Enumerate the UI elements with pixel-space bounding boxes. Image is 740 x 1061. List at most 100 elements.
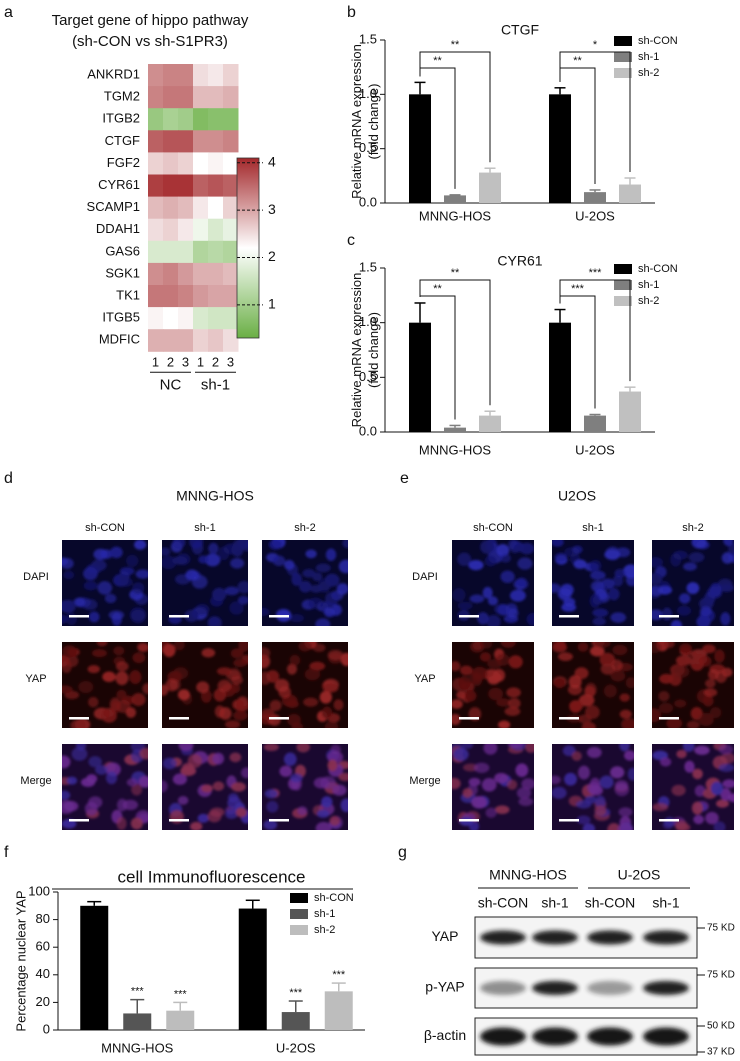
cell <box>327 649 344 661</box>
significance-label: *** <box>589 267 603 279</box>
cell <box>91 559 107 572</box>
cell <box>305 549 317 559</box>
heatmap-cell <box>193 329 209 352</box>
bar <box>324 991 353 1030</box>
blot-row-label: β-actin <box>424 1027 466 1043</box>
bar <box>444 427 466 432</box>
heatmap-cell <box>148 285 164 308</box>
cell <box>96 642 108 647</box>
cell <box>594 642 611 648</box>
column-label: sh-1 <box>582 522 603 534</box>
cell <box>460 665 473 676</box>
cell <box>521 778 534 790</box>
cell <box>686 720 700 728</box>
column-label: sh-2 <box>682 522 703 534</box>
cell <box>563 597 576 607</box>
cell <box>88 611 100 623</box>
cell <box>212 781 225 791</box>
cell <box>263 819 278 830</box>
heatmap-cell <box>223 86 239 109</box>
y-tick-label: 1.0 <box>359 86 377 101</box>
cell <box>218 546 230 561</box>
x-tick-label: MNNG-HOS <box>101 1040 174 1055</box>
y-axis-label: Percentage nuclear YAP <box>13 890 28 1031</box>
x-tick-label: MNNG-HOS <box>419 208 492 223</box>
cells <box>263 744 348 830</box>
x-tick-label: U-2OS <box>575 442 615 457</box>
colorbar-tick-label: 4 <box>268 153 276 169</box>
cell <box>62 755 71 769</box>
cell <box>232 699 244 710</box>
cell <box>589 593 601 608</box>
cell <box>589 645 605 657</box>
cells <box>652 642 733 728</box>
cell <box>554 677 566 689</box>
cell <box>297 806 308 816</box>
cell <box>137 642 148 652</box>
cell <box>507 744 524 749</box>
cell <box>135 569 148 579</box>
cell <box>177 796 189 805</box>
significance-label: *** <box>571 283 585 295</box>
cell <box>115 671 129 686</box>
cell <box>590 580 605 592</box>
heatmap-cell <box>178 307 194 330</box>
row-label: TGM2 <box>104 89 140 104</box>
scale-bar <box>269 819 289 822</box>
cell <box>481 777 497 792</box>
y-tick-label: 0.0 <box>359 423 377 438</box>
cell <box>290 773 303 783</box>
y-tick-label: 40 <box>36 966 50 981</box>
cell <box>582 823 596 830</box>
cell <box>617 822 633 830</box>
cell <box>201 648 216 658</box>
legend-label: sh-CON <box>314 892 354 904</box>
legend-label: sh-2 <box>314 924 335 936</box>
heatmap-cell <box>223 174 239 198</box>
cell <box>684 760 695 773</box>
cell <box>718 763 734 772</box>
legend-label: sh-1 <box>638 51 659 63</box>
cell <box>564 772 577 786</box>
cell <box>671 784 686 796</box>
cell <box>129 670 142 685</box>
cell <box>508 698 521 709</box>
cell <box>228 667 240 677</box>
blot-row-label: YAP <box>432 928 459 944</box>
blot-band <box>643 1027 689 1046</box>
row-label: DAPI <box>412 571 438 583</box>
cell <box>676 749 687 759</box>
cell <box>296 744 311 753</box>
cell <box>577 642 589 652</box>
heatmap-cell <box>193 285 209 308</box>
cell <box>187 754 203 769</box>
cell <box>269 699 282 712</box>
heatmap-cell <box>193 307 209 330</box>
cell <box>652 573 663 585</box>
cell <box>176 553 191 566</box>
panel-label: b <box>347 4 356 21</box>
cell <box>516 577 528 587</box>
cell <box>658 585 673 595</box>
cell <box>500 642 516 648</box>
cell <box>592 608 609 617</box>
heatmap-cell <box>193 218 209 242</box>
scale-bar <box>69 615 89 618</box>
panel-label: f <box>4 844 9 861</box>
x-tick-label: MNNG-HOS <box>419 442 492 457</box>
cell <box>264 789 278 799</box>
cell <box>289 654 301 666</box>
cell <box>291 572 303 586</box>
cell <box>162 555 177 570</box>
row-label: SGK1 <box>105 265 140 280</box>
cell <box>619 744 630 752</box>
cells <box>162 642 248 728</box>
panel-label: g <box>398 844 407 861</box>
cell <box>483 744 498 755</box>
heatmap-cell <box>208 262 224 286</box>
micrograph <box>162 744 248 830</box>
heatmap-cell <box>178 174 194 198</box>
row-label: MDFIC <box>99 332 140 347</box>
cell <box>224 720 241 728</box>
cell <box>652 642 662 654</box>
